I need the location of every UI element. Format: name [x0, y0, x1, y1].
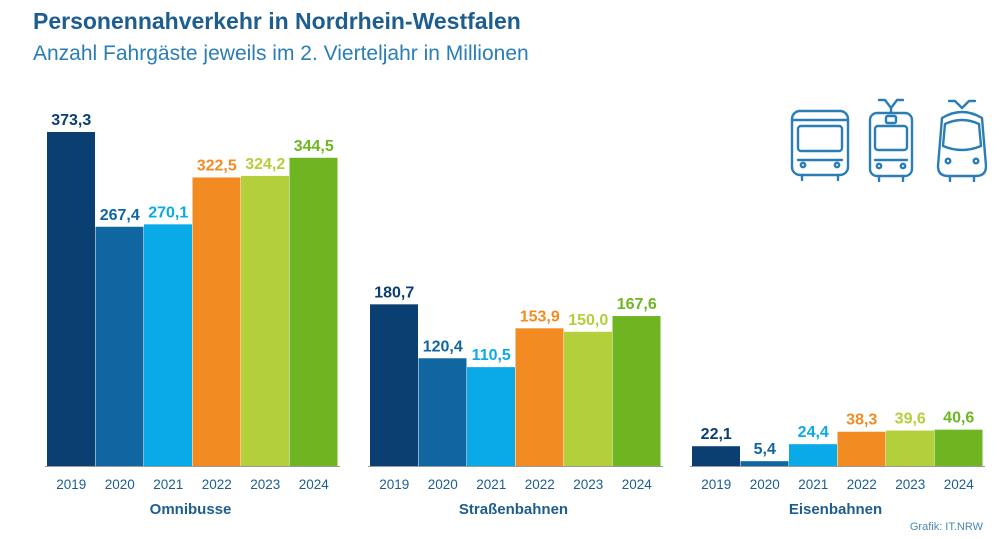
data-label: 167,6: [617, 296, 657, 313]
data-label: 150,0: [568, 312, 608, 329]
data-label: 270,1: [148, 204, 188, 221]
x-tick-label: 2021: [798, 477, 828, 492]
bar-omnibusse-2020: [95, 226, 144, 466]
group-label: Straßenbahnen: [459, 501, 568, 518]
bar-straßenbahnen-2019: [370, 304, 418, 466]
data-label: 120,4: [423, 338, 463, 355]
data-label: 267,4: [100, 207, 140, 224]
data-label: 5,4: [754, 441, 776, 458]
x-tick-label: 2023: [895, 477, 925, 492]
chart-subtitle: Anzahl Fahrgäste jeweils im 2. Viertelja…: [33, 42, 529, 65]
bar-straßenbahnen-2023: [564, 331, 612, 466]
bar-eisenbahnen-2023: [886, 430, 934, 466]
bar-omnibusse-2024: [289, 157, 338, 467]
data-label: 24,4: [798, 424, 829, 441]
transport-icons: [790, 98, 987, 182]
data-label: 322,5: [197, 157, 237, 174]
bar-eisenbahnen-2021: [789, 444, 837, 466]
x-tick-label: 2019: [701, 477, 731, 492]
tram-icon: [868, 98, 914, 182]
x-tick-label: 2024: [944, 477, 975, 492]
group-label: Eisenbahnen: [789, 501, 882, 518]
x-tick-label: 2021: [153, 477, 183, 492]
x-tick-label: 2019: [56, 477, 86, 492]
x-tick-label: 2022: [525, 477, 555, 492]
data-label: 22,1: [701, 426, 732, 443]
source-note: Grafik: IT.NRW: [909, 521, 983, 533]
data-label: 110,5: [472, 347, 511, 364]
x-tick-label: 2020: [105, 477, 135, 492]
data-label: 344,5: [294, 138, 334, 155]
data-label: 38,3: [846, 412, 877, 429]
bus-icon: [790, 109, 850, 182]
x-tick-label: 2019: [379, 477, 409, 492]
x-tick-label: 2022: [847, 477, 877, 492]
chart-title: Personennahverkehr in Nordrhein-Westfale…: [33, 8, 521, 34]
data-label: 153,9: [520, 308, 560, 325]
bar-omnibusse-2019: [47, 132, 95, 466]
bar-omnibusse-2023: [241, 175, 289, 466]
bar-eisenbahnen-2024: [934, 429, 983, 466]
data-label: 373,3: [51, 112, 91, 129]
bar-eisenbahnen-2020: [740, 461, 789, 466]
x-tick-label: 2024: [622, 477, 653, 492]
bar-omnibusse-2021: [144, 224, 192, 466]
bar-straßenbahnen-2020: [418, 358, 467, 466]
x-tick-label: 2021: [476, 477, 506, 492]
x-tick-label: 2024: [299, 477, 330, 492]
x-tick-label: 2023: [573, 477, 603, 492]
bar-eisenbahnen-2019: [692, 446, 740, 466]
bar-straßenbahnen-2024: [612, 316, 661, 466]
x-tick-label: 2023: [250, 477, 280, 492]
bar-straßenbahnen-2022: [515, 328, 564, 466]
group-label: Omnibusse: [150, 501, 232, 518]
data-label: 39,6: [895, 411, 926, 428]
x-tick-label: 2020: [428, 477, 458, 492]
bar-eisenbahnen-2022: [837, 431, 886, 466]
x-tick-label: 2020: [750, 477, 780, 492]
x-tick-label: 2022: [202, 477, 232, 492]
light-rail-icon: [936, 99, 987, 182]
bar-straßenbahnen-2021: [467, 367, 515, 466]
bar-omnibusse-2022: [192, 177, 241, 467]
data-label: 40,6: [943, 410, 974, 427]
data-label: 180,7: [374, 284, 414, 301]
data-label: 324,2: [245, 156, 285, 173]
